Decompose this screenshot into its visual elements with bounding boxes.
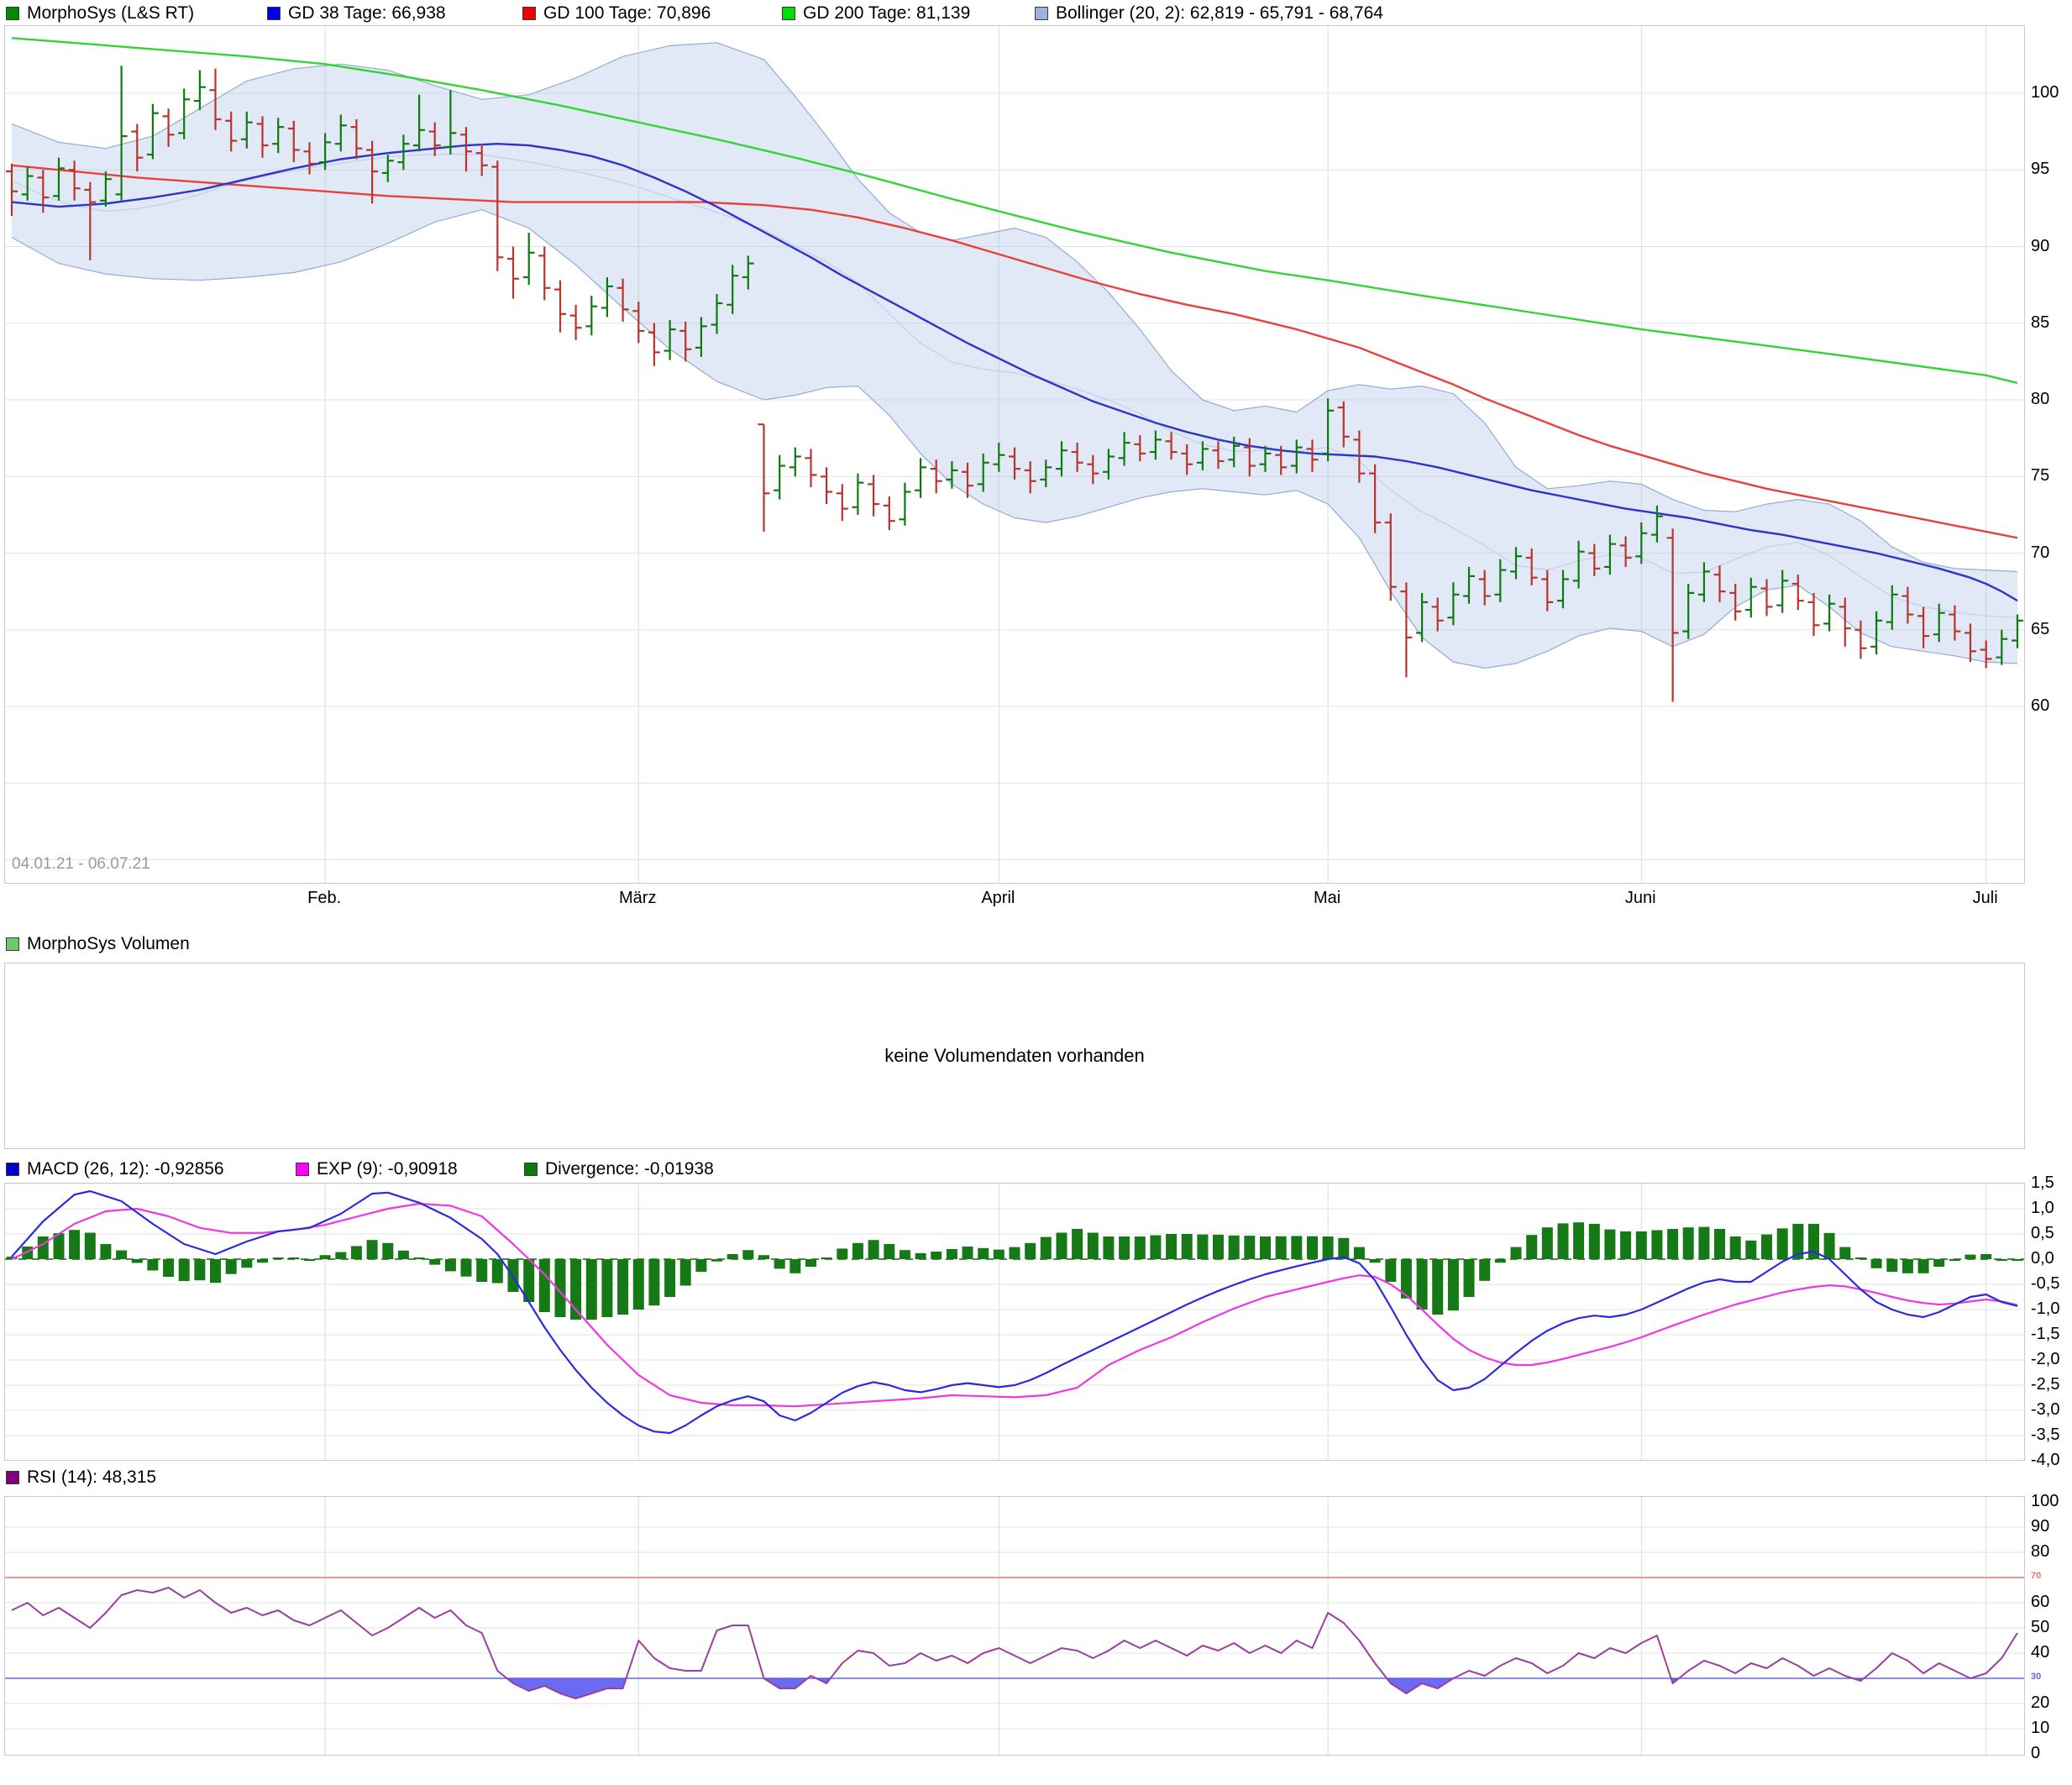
month-axis-label: Mai — [1314, 889, 1341, 907]
macd-axis-tick-label: 0,0 — [2031, 1249, 2054, 1268]
price-axis-tick-label: 70 — [2031, 543, 2050, 562]
price-axis-tick-label: 65 — [2031, 619, 2050, 638]
legend-label: Bollinger (20, 2): 62,819 - 65,791 - 68,… — [1056, 3, 1383, 23]
macd-axis-tick-label: -1,0 — [2031, 1299, 2060, 1318]
legend-item-gd200[interactable]: GD 200 Tage: 81,139 — [782, 3, 970, 24]
macd-axis-tick-label: -3,5 — [2031, 1425, 2060, 1444]
rsi-axis-tick-label: 90 — [2031, 1517, 2050, 1536]
instrument-color-swatch-icon — [6, 7, 19, 20]
macd-chart-panel[interactable] — [4, 1183, 2025, 1461]
rsi-axis-tick-label: 100 — [2031, 1492, 2059, 1510]
rsi-chart-panel[interactable] — [4, 1496, 2025, 1756]
macd-axis-tick-label: 1,0 — [2031, 1199, 2054, 1217]
volume-color-swatch-icon — [6, 937, 19, 951]
macd-chart-svg — [5, 1184, 2024, 1460]
gd200-color-swatch-icon — [782, 7, 795, 20]
legend-label: MorphoSys (L&S RT) — [27, 3, 195, 23]
rsi-axis-tick-label: 50 — [2031, 1618, 2050, 1636]
gd100-color-swatch-icon — [522, 7, 536, 20]
rsi-color-swatch-icon — [6, 1471, 19, 1484]
macd-axis-tick-label: -3,0 — [2031, 1400, 2060, 1419]
macd-color-swatch-icon — [6, 1163, 19, 1176]
price-axis-tick-label: 80 — [2031, 390, 2050, 408]
price-chart-panel[interactable] — [4, 25, 2025, 884]
month-axis-label: Juli — [1972, 889, 1998, 907]
legend-label: Divergence: -0,01938 — [545, 1159, 714, 1179]
legend-item-macd[interactable]: MACD (26, 12): -0,92856 — [6, 1159, 224, 1179]
legend-label: RSI (14): 48,315 — [27, 1467, 157, 1487]
legend-label: GD 100 Tage: 70,896 — [543, 3, 711, 23]
legend-item-exp[interactable]: EXP (9): -0,90918 — [296, 1159, 458, 1179]
macd-axis-tick-label: -1,5 — [2031, 1325, 2060, 1343]
price-axis-tick-label: 75 — [2031, 466, 2050, 486]
legend-item-gd100[interactable]: GD 100 Tage: 70,896 — [522, 3, 711, 24]
price-chart-svg — [5, 26, 2024, 883]
month-axis-label: April — [981, 889, 1015, 907]
macd-axis-tick-label: -2,0 — [2031, 1350, 2060, 1368]
legend-label: EXP (9): -0,90918 — [317, 1159, 458, 1179]
rsi-axis-tick-label: 80 — [2031, 1542, 2050, 1561]
legend-item-volume[interactable]: MorphoSys Volumen — [6, 934, 190, 954]
rsi-axis-tick-label: 20 — [2031, 1693, 2050, 1712]
rsi-axis-tick-label: 60 — [2031, 1593, 2050, 1611]
divergence-color-swatch-icon — [524, 1163, 538, 1176]
macd-axis-tick-label: 1,5 — [2031, 1173, 2054, 1192]
price-axis-tick-label: 85 — [2031, 312, 2050, 332]
bollinger-color-swatch-icon — [1035, 7, 1048, 20]
legend-item-instrument[interactable]: MorphoSys (L&S RT) — [6, 3, 194, 24]
volume-chart-panel[interactable]: keine Volumendaten vorhanden — [4, 963, 2025, 1149]
price-axis-tick-label: 95 — [2031, 160, 2050, 179]
price-axis-tick-label: 100 — [2031, 83, 2059, 102]
rsi-axis-tick-label: 40 — [2031, 1643, 2050, 1662]
price-axis-tick-label: 90 — [2031, 236, 2050, 255]
rsi-oversold-tick-label: 30 — [2031, 1672, 2042, 1682]
legend-item-divergence[interactable]: Divergence: -0,01938 — [524, 1159, 714, 1179]
no-volume-data-message: keine Volumendaten vorhanden — [884, 1045, 1145, 1066]
macd-axis-tick-label: -0,5 — [2031, 1274, 2060, 1293]
month-axis-label: Feb. — [307, 889, 342, 907]
legend-label: GD 38 Tage: 66,938 — [288, 3, 446, 23]
month-axis-label: Juni — [1624, 889, 1656, 907]
legend-label: MACD (26, 12): -0,92856 — [27, 1159, 224, 1179]
legend-item-rsi[interactable]: RSI (14): 48,315 — [6, 1467, 156, 1488]
gd38-color-swatch-icon — [267, 7, 281, 20]
legend-item-gd38[interactable]: GD 38 Tage: 66,938 — [267, 3, 446, 24]
rsi-overbought-tick-label: 70 — [2031, 1571, 2042, 1581]
legend-label: MorphoSys Volumen — [27, 934, 190, 953]
rsi-chart-svg — [5, 1497, 2024, 1755]
macd-axis-tick-label: 0,5 — [2031, 1224, 2054, 1242]
rsi-axis-tick-label: 0 — [2031, 1744, 2041, 1762]
legend-label: GD 200 Tage: 81,139 — [803, 3, 971, 23]
rsi-axis-tick-label: 10 — [2031, 1719, 2050, 1737]
month-axis-label: März — [619, 889, 657, 907]
macd-axis-tick-label: -4,0 — [2031, 1451, 2060, 1469]
exp-color-swatch-icon — [296, 1163, 309, 1176]
legend-item-bollinger[interactable]: Bollinger (20, 2): 62,819 - 65,791 - 68,… — [1035, 3, 1383, 24]
macd-axis-tick-label: -2,5 — [2031, 1375, 2060, 1394]
price-axis-tick-label: 60 — [2031, 696, 2050, 715]
date-range-label: 04.01.21 - 06.07.21 — [12, 855, 150, 873]
